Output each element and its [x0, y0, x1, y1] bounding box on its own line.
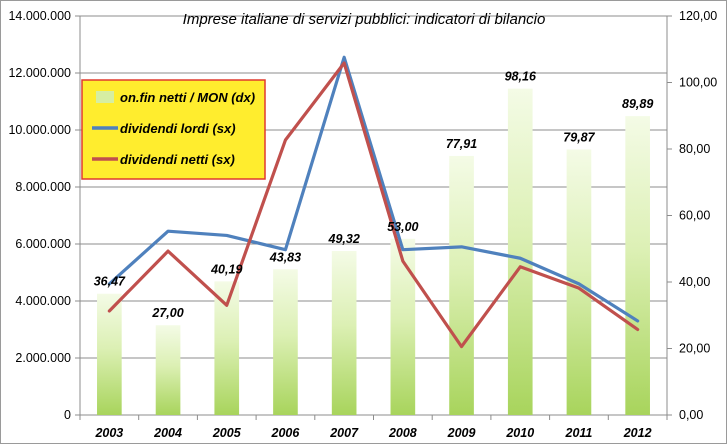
x-tick-label: 2011	[565, 426, 593, 440]
bar-data-label: 43,83	[269, 250, 301, 264]
x-tick-label: 2003	[94, 426, 123, 440]
left-tick-label: 6.000.000	[15, 237, 71, 251]
left-tick-label: 10.000.000	[8, 123, 71, 137]
bar-data-label: 89,89	[622, 97, 653, 111]
x-tick-label: 2004	[153, 426, 182, 440]
legend-label: dividendi netti (sx)	[120, 152, 235, 167]
x-tick-label: 2006	[271, 426, 301, 440]
legend-label: dividendi lordi (sx)	[120, 121, 236, 136]
right-tick-label: 0,00	[679, 408, 703, 422]
left-tick-label: 2.000.000	[15, 351, 71, 365]
series-line	[107, 55, 640, 323]
bar-data-label: 40,19	[210, 262, 242, 276]
left-tick-label: 14.000.000	[8, 9, 71, 23]
series-line	[107, 61, 640, 349]
left-tick-label: 0	[64, 408, 71, 422]
x-tick-label: 2010	[505, 426, 534, 440]
bar-data-label: 53,00	[387, 220, 418, 234]
legend: on.fin netti / MON (dx) dividendi lordi (…	[81, 79, 266, 180]
right-tick-label: 100,00	[679, 76, 717, 90]
x-tick-label: 2009	[447, 426, 476, 440]
bar-data-label: 36,47	[94, 275, 126, 289]
right-tick-label: 40,00	[679, 275, 710, 289]
right-tick-label: 20,00	[679, 342, 710, 356]
right-tick-label: 80,00	[679, 142, 710, 156]
x-tick-label: 2007	[329, 426, 359, 440]
x-tick-label: 2008	[388, 426, 417, 440]
left-tick-label: 12.000.000	[8, 66, 71, 80]
bar-data-label: 98,16	[505, 70, 537, 84]
bar-data-label: 77,91	[446, 137, 477, 151]
bar	[507, 88, 533, 416]
bar-data-label: 49,32	[328, 232, 360, 246]
legend-label: on.fin netti / MON (dx)	[120, 90, 255, 105]
legend-swatch	[96, 91, 114, 103]
axes: 0 2.000.000 4.000.000 6.000.000 8.000.000 10.…	[8, 9, 717, 440]
bar-data-label: 79,87	[563, 130, 595, 144]
line-series	[107, 55, 640, 349]
bar	[625, 116, 650, 415]
x-tick-label: 2005	[212, 426, 242, 440]
bar-series	[97, 88, 650, 416]
bar	[273, 269, 298, 415]
right-tick-label: 120,00	[679, 9, 717, 23]
x-tick-label: 2012	[623, 426, 652, 440]
bar	[155, 325, 181, 415]
bar	[331, 251, 357, 415]
bar	[390, 238, 416, 415]
left-tick-label: 4.000.000	[15, 294, 71, 308]
chart-title: Imprese italiane di servizi pubblici: in…	[183, 11, 546, 28]
bar	[97, 293, 122, 415]
bar-data-label: 27,00	[151, 306, 183, 320]
data-labels: 36,47 27,00 40,19 43,83 49,32 53,00 77,91 98,16…	[94, 70, 654, 321]
left-tick-label: 8.000.000	[15, 180, 71, 194]
right-tick-label: 60,00	[679, 209, 710, 223]
bar	[449, 155, 474, 415]
